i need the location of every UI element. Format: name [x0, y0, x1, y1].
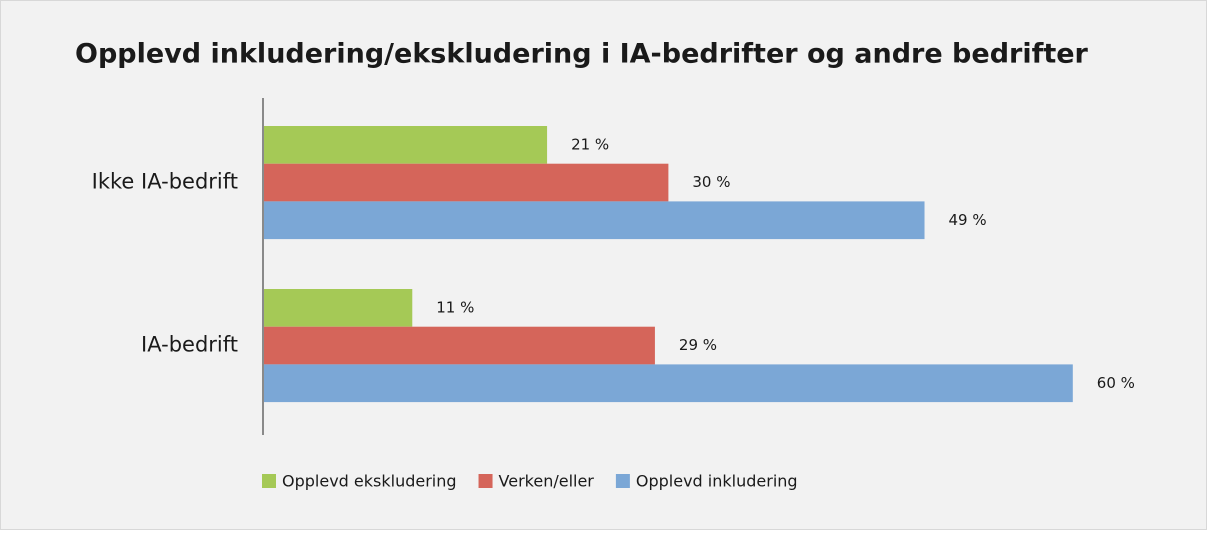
value-label: 49 %: [949, 211, 987, 229]
value-label: 30 %: [692, 173, 730, 191]
value-label: 21 %: [571, 135, 609, 153]
bar: [264, 364, 1073, 403]
bar: [264, 326, 655, 365]
value-label: 29 %: [679, 336, 717, 354]
category-label: IA-bedrift: [141, 333, 238, 357]
bar: [264, 163, 669, 202]
bar: [264, 289, 413, 327]
legend-swatch: [615, 474, 630, 488]
bar: [264, 201, 925, 240]
legend-label: Opplevd inkludering: [636, 472, 798, 491]
legend-swatch: [262, 474, 276, 488]
value-label: 11 %: [436, 298, 474, 316]
legend-label: Opplevd ekskludering: [282, 472, 457, 491]
value-label: 60 %: [1097, 374, 1135, 392]
legend-swatch: [478, 474, 493, 488]
category-label: Ikke IA-bedrift: [92, 170, 238, 194]
legend-label: Verken/eller: [499, 472, 595, 491]
bar: [264, 126, 548, 164]
chart-title: Opplevd inkludering/ekskludering i IA-be…: [75, 39, 1089, 70]
